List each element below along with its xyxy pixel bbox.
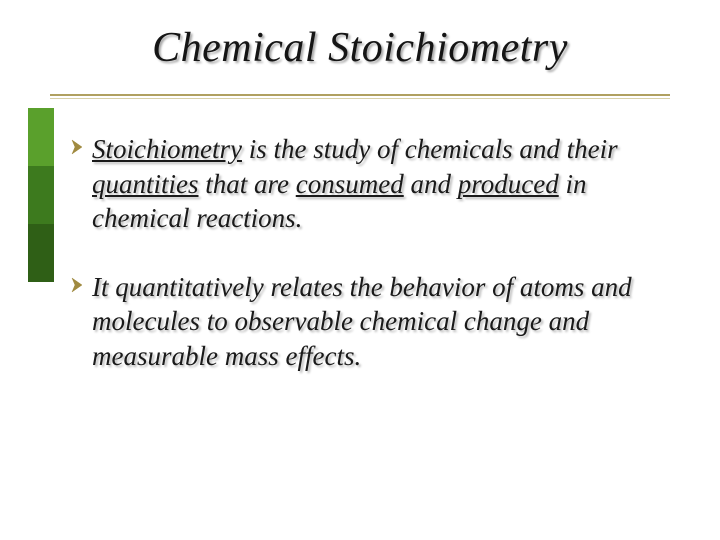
- bullet-arrow-icon: [70, 138, 88, 156]
- keyword: Stoichiometry: [92, 134, 242, 164]
- text-run: and: [404, 169, 458, 199]
- rule-line-top: [50, 94, 670, 96]
- slide: Chemical Stoichiometry Stoichiometry is …: [0, 0, 720, 540]
- sidebar-accent: [28, 108, 54, 288]
- bullet-2-text: It quantitatively relates the behavior o…: [92, 270, 652, 374]
- keyword: consumed: [296, 169, 404, 199]
- text-run: It quantitatively relates the behavior o…: [92, 272, 632, 371]
- slide-title: Chemical Stoichiometry: [0, 24, 720, 72]
- sidebar-seg-1: [28, 108, 54, 166]
- bullet-arrow-icon: [70, 276, 88, 294]
- text-run: that are: [199, 169, 296, 199]
- bullet-1: Stoichiometry is the study of chemicals …: [92, 132, 652, 236]
- keyword: quantities: [92, 169, 199, 199]
- keyword: produced: [458, 169, 559, 199]
- rule-line-bottom: [50, 98, 670, 99]
- text-run: is the study of chemicals and their: [242, 134, 618, 164]
- sidebar-seg-2: [28, 166, 54, 224]
- bullet-2: It quantitatively relates the behavior o…: [92, 270, 652, 374]
- slide-title-text: Chemical Stoichiometry: [152, 25, 568, 71]
- body-area: Stoichiometry is the study of chemicals …: [92, 132, 652, 407]
- bullet-1-text: Stoichiometry is the study of chemicals …: [92, 132, 652, 236]
- sidebar-seg-3: [28, 224, 54, 282]
